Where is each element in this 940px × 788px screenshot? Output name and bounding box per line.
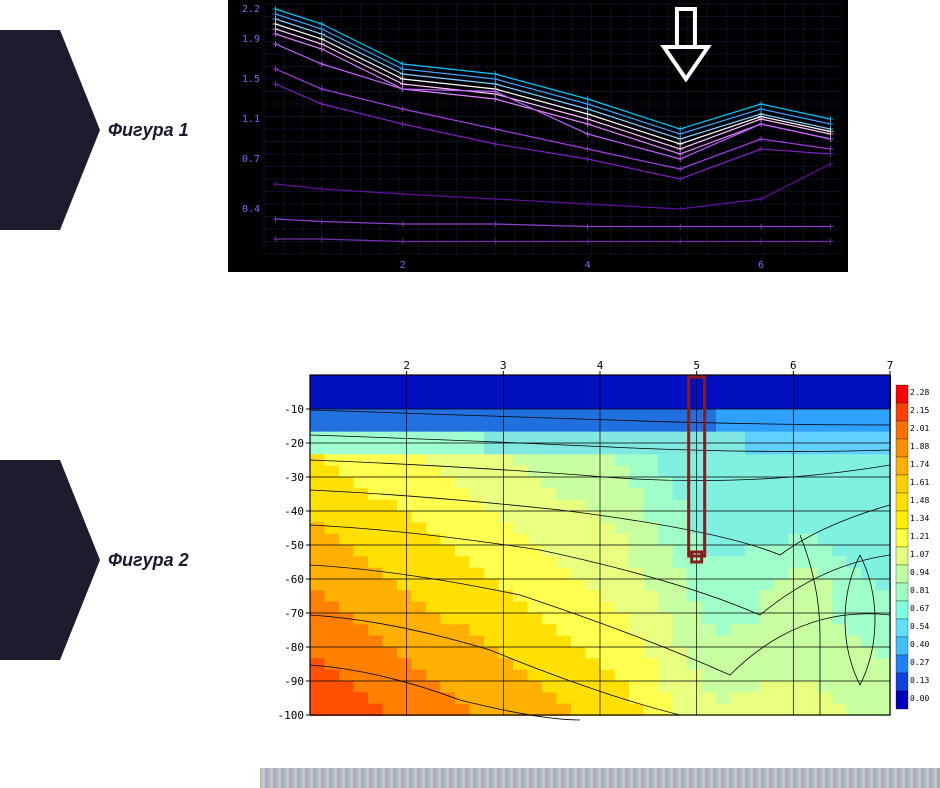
svg-text:1.1: 1.1: [242, 114, 260, 125]
svg-text:0.94: 0.94: [910, 568, 929, 577]
svg-text:2: 2: [403, 359, 410, 372]
svg-text:1.48: 1.48: [910, 496, 929, 505]
svg-text:0.4: 0.4: [242, 204, 260, 215]
contour-chart-svg: -10 -20 -30 -40 -50 -60 -70 -80 -90 -100 2 3 4 5 6 7 2.2…: [260, 355, 940, 725]
svg-text:0.00: 0.00: [910, 694, 929, 703]
svg-text:-30: -30: [284, 471, 304, 484]
noise-bar-decoration: [260, 768, 940, 788]
svg-text:0.67: 0.67: [910, 604, 929, 613]
svg-text:2: 2: [400, 260, 406, 271]
svg-text:4: 4: [597, 359, 604, 372]
svg-text:4: 4: [585, 260, 591, 271]
figure2-section: Фигура 2: [0, 460, 189, 660]
svg-text:-20: -20: [284, 437, 304, 450]
svg-text:1.07: 1.07: [910, 550, 929, 559]
pentagon-decoration-2: [0, 460, 100, 660]
svg-text:-50: -50: [284, 539, 304, 552]
svg-text:-90: -90: [284, 675, 304, 688]
svg-text:1.5: 1.5: [242, 74, 260, 85]
svg-text:0.7: 0.7: [242, 154, 260, 165]
svg-text:-70: -70: [284, 607, 304, 620]
svg-text:1.34: 1.34: [910, 514, 929, 523]
svg-text:0.81: 0.81: [910, 586, 929, 595]
svg-text:0.40: 0.40: [910, 640, 929, 649]
svg-text:2.28: 2.28: [910, 388, 929, 397]
svg-text:-80: -80: [284, 641, 304, 654]
svg-text:3: 3: [500, 359, 507, 372]
svg-text:-40: -40: [284, 505, 304, 518]
svg-text:6: 6: [758, 260, 764, 271]
contour-chart: -10 -20 -30 -40 -50 -60 -70 -80 -90 -100 2 3 4 5 6 7 2.2…: [260, 355, 940, 725]
svg-text:1.21: 1.21: [910, 532, 929, 541]
svg-text:1.74: 1.74: [910, 460, 929, 469]
svg-text:1.88: 1.88: [910, 442, 929, 451]
svg-text:6: 6: [790, 359, 797, 372]
svg-text:2.2: 2.2: [242, 4, 260, 15]
svg-text:2.15: 2.15: [910, 406, 929, 415]
line-chart-svg: 2.2 1.9 1.5 1.1 0.7 0.4 2 4 6: [228, 0, 848, 272]
svg-text:1.9: 1.9: [242, 34, 260, 45]
figure1-label: Фигура 1: [108, 120, 189, 141]
figure1-section: Фигура 1: [0, 30, 189, 230]
svg-text:-60: -60: [284, 573, 304, 586]
svg-text:-100: -100: [278, 709, 305, 722]
svg-text:1.61: 1.61: [910, 478, 929, 487]
line-chart: 2.2 1.9 1.5 1.1 0.7 0.4 2 4 6: [228, 0, 848, 272]
figure2-label: Фигура 2: [108, 550, 189, 571]
svg-text:0.27: 0.27: [910, 658, 929, 667]
pentagon-decoration-1: [0, 30, 100, 230]
svg-text:5: 5: [693, 359, 700, 372]
svg-text:7: 7: [887, 359, 894, 372]
svg-text:0.54: 0.54: [910, 622, 929, 631]
svg-text:2.01: 2.01: [910, 424, 929, 433]
svg-text:-10: -10: [284, 403, 304, 416]
svg-text:0.13: 0.13: [910, 676, 929, 685]
